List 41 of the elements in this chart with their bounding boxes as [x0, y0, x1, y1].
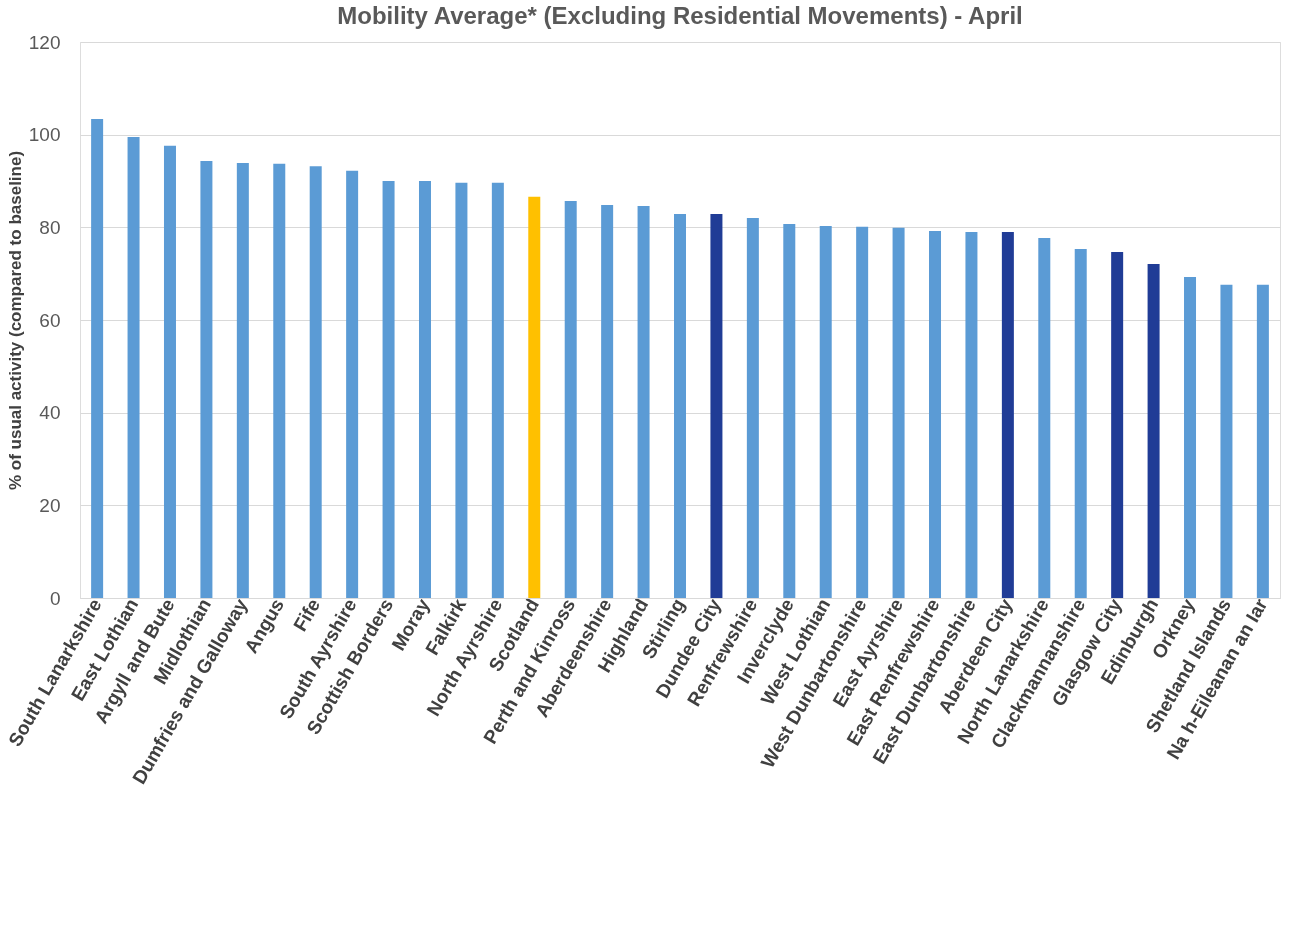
- y-tick-label: 40: [39, 402, 61, 424]
- y-tick-label: 100: [28, 124, 61, 146]
- bar: [601, 205, 614, 598]
- bar: [127, 136, 140, 598]
- bar: [746, 218, 759, 598]
- bar: [892, 227, 905, 598]
- bar: [1001, 231, 1014, 598]
- bar: [783, 224, 796, 598]
- bar: [91, 118, 104, 598]
- bar: [674, 213, 686, 598]
- bar: [637, 206, 650, 598]
- bar: [491, 182, 504, 598]
- bar: [1111, 251, 1124, 598]
- y-tick-label: 20: [39, 494, 61, 516]
- bar: [163, 145, 176, 598]
- bar: [309, 166, 322, 598]
- bar: [455, 182, 468, 598]
- y-tick-label: 80: [39, 216, 61, 238]
- bar: [819, 225, 832, 598]
- bar: [564, 200, 577, 598]
- bar: [1038, 237, 1051, 598]
- bar: [273, 163, 286, 598]
- bar: [1220, 284, 1233, 598]
- y-tick-label: 120: [28, 31, 61, 53]
- bar: [929, 231, 942, 598]
- bar: [965, 231, 978, 598]
- bar: [528, 196, 541, 598]
- bar: [346, 170, 359, 598]
- bar: [1184, 276, 1197, 598]
- chart-title: Mobility Average* (Excluding Residential Movements) - April: [337, 2, 1023, 29]
- bar: [418, 181, 431, 598]
- bar: [1147, 263, 1160, 598]
- bar: [382, 181, 395, 598]
- y-tick-label: 60: [39, 309, 61, 331]
- bar: [1256, 284, 1269, 598]
- bar: [856, 226, 869, 598]
- bar: [200, 161, 213, 598]
- bar: [1074, 249, 1087, 598]
- bar: [236, 162, 249, 598]
- y-axis-title: % of usual activity (compared to baseline): [5, 150, 25, 491]
- bar: [710, 213, 723, 598]
